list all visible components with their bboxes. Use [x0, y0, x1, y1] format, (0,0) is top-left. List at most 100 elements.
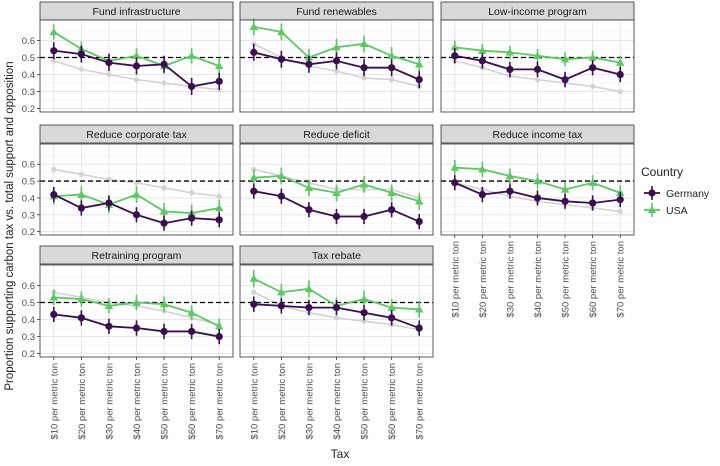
data-point: [415, 76, 423, 84]
y-tick-label: 0.4: [22, 315, 35, 326]
data-point: [415, 305, 424, 313]
baseline-point: [251, 289, 257, 295]
y-axis-title: Proportion supporting carbon tax vs. tot…: [4, 61, 16, 390]
baseline-point: [333, 315, 340, 321]
data-point: [360, 212, 368, 221]
data-point: [450, 43, 459, 51]
panel-strip: [440, 124, 635, 144]
x-tick-label: $20 per metric ton: [277, 363, 288, 440]
data-point: [277, 302, 285, 310]
data-point: [616, 58, 625, 66]
y-tick-label: 0.2: [22, 349, 35, 360]
y-tick-label: 0.5: [22, 177, 35, 188]
data-point: [304, 183, 314, 191]
data-point: [359, 180, 369, 188]
x-tick-label: $40 per metric ton: [132, 363, 143, 440]
baseline-point: [161, 185, 167, 191]
panel-reduce-deficit: Reduce deficit: [239, 124, 434, 236]
x-tick-label: $50 per metric ton: [561, 241, 572, 318]
x-tick-labels: $10 per metric ton $20 per metric ton $30 …: [49, 241, 626, 440]
panel-border: [39, 143, 234, 236]
y-tick-label: 0.5: [22, 298, 35, 309]
baseline-point: [51, 58, 57, 64]
legend-title: Country: [641, 165, 683, 179]
data-point: [188, 82, 196, 91]
data-point: [215, 332, 223, 341]
data-point: [616, 196, 624, 204]
data-point: [415, 60, 424, 68]
y-tick-label: 0.2: [22, 104, 35, 115]
panels-layer: Fund infrastructure 0.2 0.3 0.4 0.5 0.6 Fund r…: [22, 1, 635, 360]
legend-key-point: [648, 189, 656, 197]
data-point: [132, 51, 141, 59]
panel-title: Reduce corporate tax: [86, 129, 187, 141]
data-point: [105, 322, 113, 330]
panel-border: [39, 19, 234, 113]
data-point: [533, 176, 542, 185]
baseline-point: [590, 83, 596, 90]
baseline-point: [161, 80, 167, 86]
x-tick-label: $50 per metric ton: [360, 363, 371, 440]
baseline-point: [333, 68, 340, 74]
data-point: [77, 204, 85, 212]
data-point: [159, 207, 169, 215]
legend-item-germany: Germany: [644, 186, 710, 200]
baseline-point: [78, 171, 84, 177]
data-point: [478, 165, 487, 173]
panel-tax-rebate: Tax rebate: [239, 245, 434, 360]
data-point: [588, 53, 597, 61]
baseline-point: [389, 77, 395, 83]
panel-fund-infrastructure: Fund infrastructure 0.2 0.3 0.4 0.5 0.6: [22, 1, 234, 115]
series-usa: [249, 18, 424, 73]
x-tick-label: $70 per metric ton: [616, 241, 627, 318]
panel-border: [440, 19, 635, 113]
data-point: [533, 194, 542, 202]
baseline-point: [78, 66, 84, 73]
data-point: [360, 309, 368, 317]
data-point: [188, 214, 196, 222]
data-point: [415, 324, 423, 332]
y-axis-title-group: Proportion supporting carbon tax vs. tot…: [4, 61, 16, 390]
panel-low-income-program: Low-income program: [440, 1, 635, 113]
x-tick-label: $70 per metric ton: [215, 363, 226, 440]
panel-border: [239, 143, 434, 236]
x-tick-label: $20 per metric ton: [77, 363, 88, 440]
data-point: [451, 179, 459, 187]
panel-title: Fund infrastructure: [92, 6, 180, 18]
y-tick-label: 0.4: [22, 193, 35, 204]
y-tick-label: 0.5: [22, 53, 35, 64]
panel-fund-renewables: Fund renewables: [239, 1, 434, 113]
baseline-point: [617, 208, 623, 215]
data-point: [589, 64, 597, 72]
data-point: [77, 50, 85, 58]
x-tick-label: $40 per metric ton: [332, 363, 343, 440]
panel-title: Fund renewables: [296, 6, 377, 18]
baseline-point: [51, 166, 57, 172]
panel-title: Low-income program: [488, 6, 587, 18]
data-point: [105, 58, 113, 67]
series-germany: [250, 296, 423, 336]
data-point: [359, 294, 369, 303]
data-point: [415, 197, 424, 205]
data-point: [415, 217, 423, 226]
data-point: [560, 185, 570, 193]
data-point: [505, 171, 515, 180]
legend-label: USA: [666, 205, 688, 217]
data-point: [215, 61, 224, 70]
data-point: [478, 57, 486, 65]
x-tick-label: $10 per metric ton: [49, 363, 60, 440]
data-point: [160, 60, 168, 68]
y-tick-label: 0.4: [22, 70, 35, 81]
x-tick-label: $10 per metric ton: [249, 363, 260, 440]
data-point: [104, 301, 114, 310]
data-point: [49, 293, 58, 301]
data-point: [561, 76, 569, 84]
data-point: [533, 65, 542, 74]
panel-strip: [39, 245, 234, 265]
y-tick-label: 0.3: [22, 87, 35, 98]
x-tick-label: $50 per metric ton: [160, 363, 171, 440]
y-tick-label: 0.6: [22, 36, 35, 47]
data-point: [77, 294, 86, 303]
data-point: [250, 187, 258, 195]
